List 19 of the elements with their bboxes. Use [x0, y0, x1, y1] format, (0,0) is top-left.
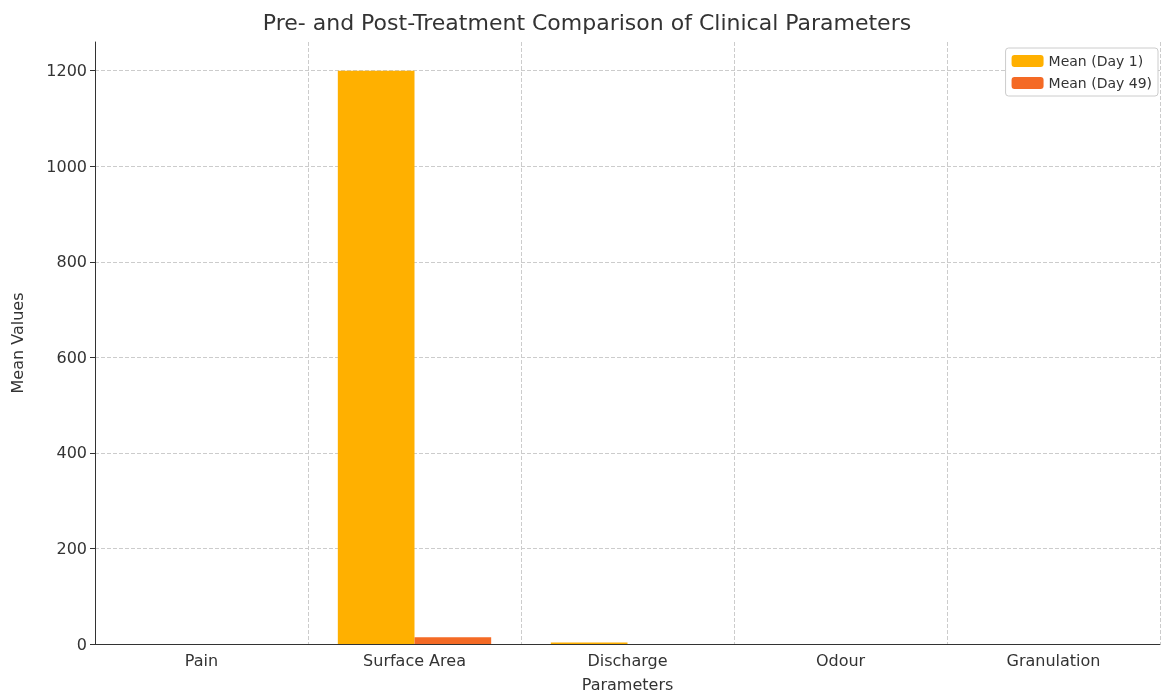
y-tick-label: 400 [56, 443, 87, 463]
x-tick-label: Odour [815, 650, 866, 670]
y-tick-label: 600 [56, 347, 87, 367]
x-tick-label: Pain [184, 650, 219, 670]
y-axis-title: Mean Values [7, 292, 27, 394]
chart-title: Pre- and Post-Treatment Comparison of Clinical Parameters [262, 9, 912, 35]
bar [414, 637, 492, 644]
x-tick-label: Surface Area [363, 650, 466, 670]
bar [337, 70, 415, 644]
y-tick-label: 1200 [46, 61, 87, 81]
y-tick-label: 800 [56, 252, 87, 272]
legend-label: Mean (Day 1) [1048, 53, 1144, 69]
y-tick-label: 1000 [46, 156, 87, 176]
y-tick-label: 200 [56, 538, 87, 558]
y-tick-label: 0 [76, 634, 87, 654]
x-axis-title: Parameters [581, 674, 674, 694]
x-tick-label: Granulation [1006, 650, 1101, 670]
x-tick-label: Discharge [587, 650, 668, 670]
legend-label: Mean (Day 49) [1048, 75, 1153, 91]
